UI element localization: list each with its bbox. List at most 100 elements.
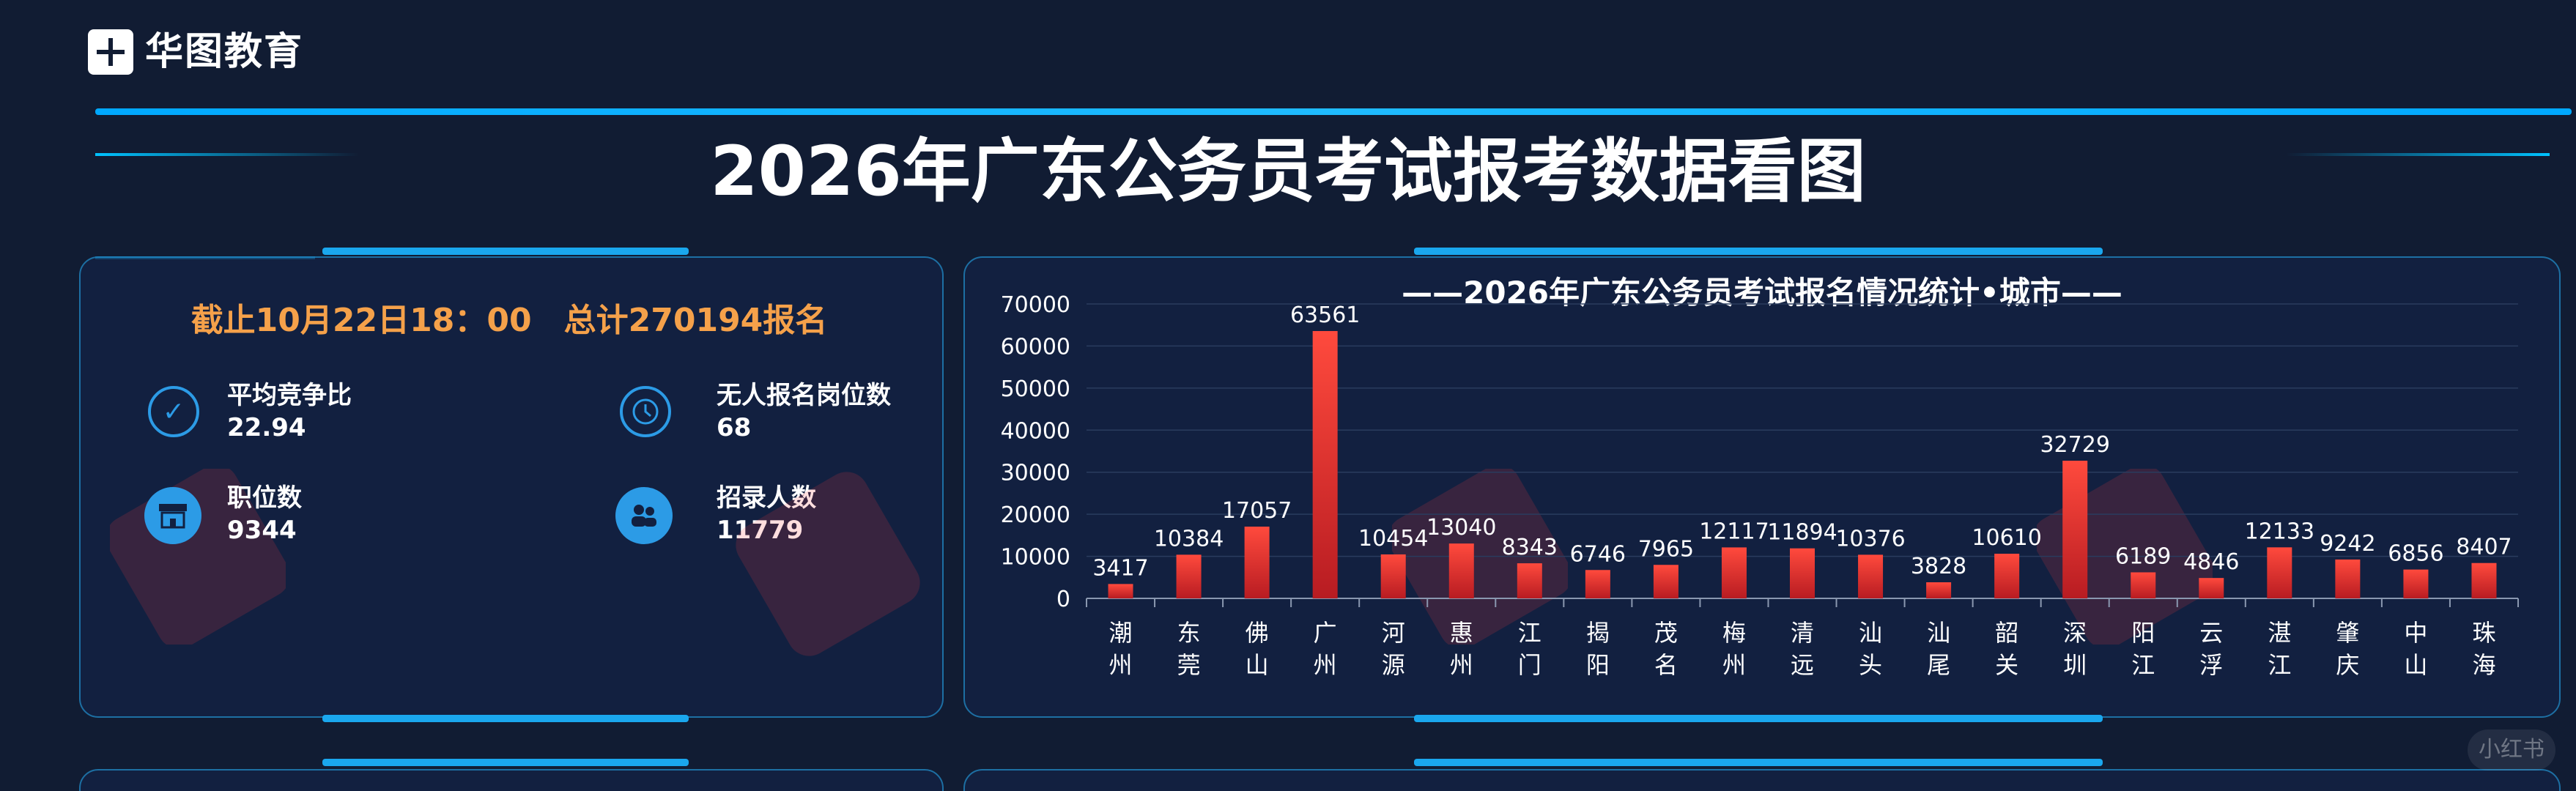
bar	[1926, 582, 1952, 598]
x-tick-label: 广州	[1314, 619, 1337, 679]
lower-panel-left	[79, 769, 944, 791]
people-icon	[615, 487, 673, 544]
stat-value: 68	[717, 413, 752, 442]
bar	[1653, 565, 1679, 598]
chart-title: ——2026年广东公务员考试报名情况统计•城市——	[1402, 275, 2122, 311]
bar	[2062, 461, 2088, 598]
x-tick-label: 清远	[1791, 619, 1814, 679]
bar	[2335, 559, 2361, 598]
x-tick-label: 阳江	[2131, 619, 2155, 679]
x-tick-label: 东莞	[1177, 619, 1201, 679]
x-tick-label: 江门	[1518, 619, 1541, 679]
data-label: 10454	[1358, 526, 1428, 552]
title-deco-right	[2286, 153, 2550, 156]
data-label: 4846	[2183, 549, 2239, 575]
chart-panel-tab-bottom	[1414, 715, 2103, 722]
y-tick-label: 30000	[1001, 461, 1070, 486]
bar	[2471, 562, 2497, 598]
x-tick-label: 河源	[1382, 619, 1405, 679]
x-tick-label: 云浮	[2199, 619, 2223, 679]
bar	[2267, 547, 2292, 598]
data-label: 7965	[1638, 536, 1694, 562]
x-tick-label: 潮州	[1109, 619, 1133, 679]
data-label: 6746	[1570, 541, 1626, 567]
x-tick-label: 梅州	[1722, 619, 1746, 679]
lower-panel-right-tab	[1414, 759, 2103, 766]
x-tick-label: 惠州	[1450, 619, 1473, 679]
bar	[2131, 572, 2156, 598]
clock-icon	[620, 386, 671, 437]
data-label: 11894	[1767, 520, 1837, 546]
y-tick-label: 40000	[1001, 418, 1070, 444]
data-label: 8407	[2456, 535, 2512, 560]
data-label: 3828	[1911, 554, 1966, 579]
summary-panel-edge-l	[95, 256, 315, 259]
data-label: 32729	[2040, 432, 2109, 458]
summary-panel	[79, 256, 944, 718]
y-tick-label: 60000	[1001, 334, 1070, 360]
stat-label: 招录人数	[717, 483, 816, 513]
bar	[1312, 330, 1338, 598]
check-circle-icon: ✓	[148, 386, 199, 437]
page-title: 2026年广东公务员考试报考数据看图	[710, 132, 1866, 212]
bar	[1994, 554, 2020, 598]
logo-text: 华图教育	[145, 30, 304, 74]
summary-panel-tab-top	[322, 248, 689, 255]
bar	[2199, 578, 2224, 598]
watermark-logo	[733, 469, 923, 662]
x-tick-label: 佛山	[1246, 619, 1269, 679]
x-tick-label: 茂名	[1654, 619, 1678, 679]
chart-panel	[963, 256, 2561, 718]
stat-label: 平均竞争比	[227, 381, 352, 410]
x-tick-label: 汕头	[1859, 619, 1882, 679]
bar-chart: 0 10000 20000 30000 40000 50000 60000 70000 3417…	[1001, 292, 2519, 679]
shop-icon	[144, 487, 201, 544]
lower-panel-right	[963, 769, 2561, 791]
bar	[1585, 570, 1610, 598]
source-badge: 小红书	[2468, 729, 2555, 770]
y-tick-label: 50000	[1001, 376, 1070, 402]
huatu-logo-icon	[88, 29, 133, 75]
lower-panel-left-tab	[322, 759, 689, 766]
y-tick-label: 0	[1056, 587, 1070, 612]
title-deco-left	[95, 153, 359, 156]
bar	[1517, 563, 1542, 598]
data-label: 63561	[1290, 302, 1360, 328]
stat-value: 11779	[717, 514, 803, 546]
data-label: 8343	[1502, 535, 1558, 560]
y-tick-label: 70000	[1001, 292, 1070, 318]
data-label: 3417	[1092, 555, 1148, 581]
data-label: 17057	[1222, 498, 1292, 524]
data-label: 6189	[2115, 543, 2171, 569]
bar	[2403, 569, 2429, 598]
data-label: 9242	[2320, 531, 2375, 557]
bar	[1176, 554, 1202, 598]
data-label: 12117	[1699, 519, 1769, 544]
x-tick-label: 中山	[2404, 619, 2427, 679]
x-tick-label: 珠海	[2472, 619, 2495, 679]
top-accent-bar	[95, 108, 2572, 115]
data-label: 6856	[2388, 541, 2443, 567]
bar	[1108, 584, 1133, 598]
stat-label: 无人报名岗位数	[717, 381, 891, 410]
x-tick-label: 揭阳	[1586, 619, 1610, 679]
bar	[1380, 554, 1406, 598]
data-label: 12133	[2245, 519, 2314, 544]
x-tick-label: 深圳	[2063, 619, 2087, 679]
y-tick-label: 20000	[1001, 502, 1070, 528]
bar	[1858, 554, 1884, 598]
chart-panel-tab-top	[1414, 248, 2103, 255]
x-tick-label: 肇庆	[2336, 619, 2359, 679]
deadline-summary: 截止10月22日18：00 总计270194报名	[190, 302, 828, 339]
summary-panel-tab-bottom	[322, 715, 689, 722]
bar	[1721, 547, 1747, 598]
data-label: 10610	[1972, 525, 2041, 551]
bar	[1244, 527, 1270, 598]
stat-value: 22.94	[227, 413, 306, 442]
data-label: 10384	[1154, 526, 1224, 552]
stat-label: 职位数	[227, 483, 302, 513]
bar	[1448, 543, 1474, 598]
bar	[1790, 548, 1815, 598]
x-tick-label: 湛江	[2268, 619, 2291, 679]
